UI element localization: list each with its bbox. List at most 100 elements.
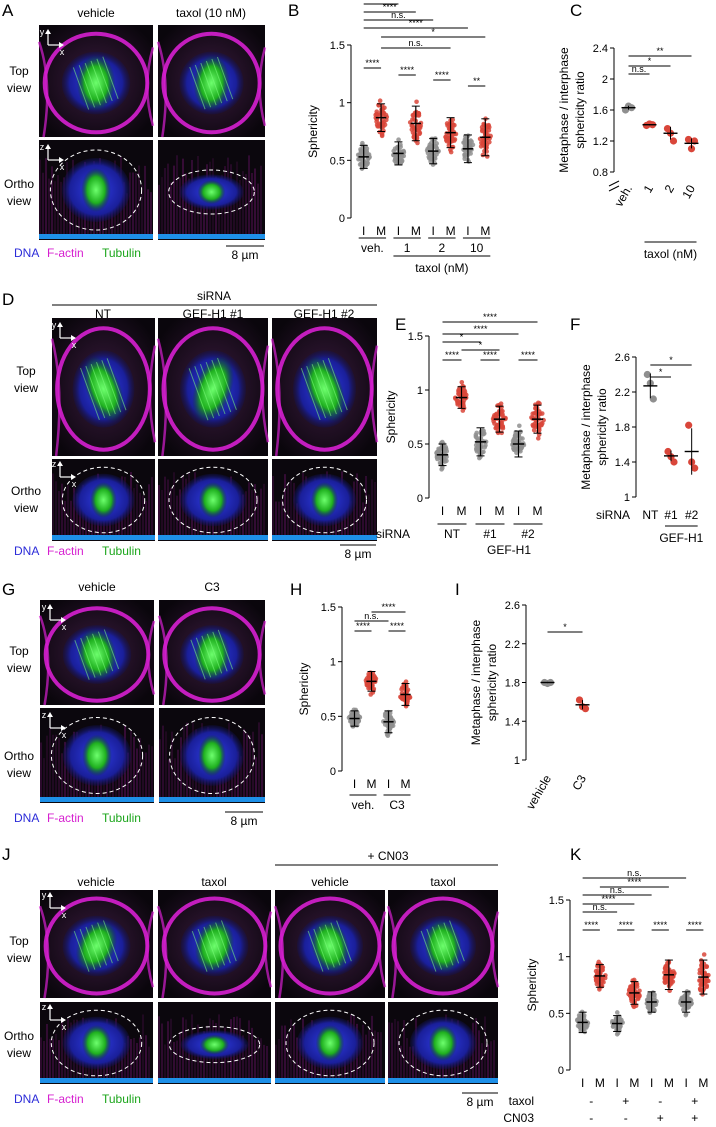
view-label-top: Top: [9, 644, 29, 658]
data-point-metaphase: [398, 694, 403, 700]
view-label-ortho: view: [7, 194, 31, 208]
data-point-interphase: [439, 445, 445, 450]
spindle-fibre: [217, 357, 237, 411]
col-label-GEF1: GEF-H1 #1: [183, 307, 244, 321]
significance-label: ****: [653, 920, 668, 930]
axis-label-x: x: [62, 622, 67, 632]
data-point-interphase: [686, 1004, 692, 1009]
significance-label: *: [431, 27, 435, 37]
tile-J-veh-ortho: [40, 1002, 153, 1084]
x-tick-label: M: [411, 224, 421, 238]
data-point-interphase: [401, 153, 407, 159]
data-point-interphase: [462, 137, 468, 142]
legend-tubulin: Tubulin: [102, 811, 141, 825]
taxol-condition: -: [589, 1094, 593, 1108]
group-label: 2: [439, 241, 446, 255]
axes-glyph: yx: [42, 890, 67, 920]
x-tick-label: I: [387, 777, 390, 791]
group-label: NT: [444, 527, 461, 541]
replicate-point: [691, 464, 699, 472]
spindle-fibre: [336, 920, 352, 962]
y-tick-label: 2.2: [615, 387, 630, 399]
x-tick-label: I: [353, 777, 356, 791]
substrate-bar: [39, 234, 153, 239]
replicate-point: [649, 395, 657, 403]
spindle-fibre: [311, 363, 332, 417]
significance-label: ****: [374, 0, 389, 4]
x-tick-label: M: [401, 777, 411, 791]
data-point-interphase: [518, 449, 523, 454]
neighbour-membrane: [386, 905, 500, 999]
panel-letter: K: [570, 845, 582, 864]
data-point-interphase: [364, 146, 370, 151]
neighbour-membrane: [270, 338, 379, 457]
data-point-metaphase: [627, 987, 632, 992]
data-point-interphase: [440, 439, 445, 445]
x-tick-label: I: [615, 1076, 618, 1090]
panel-letter: C: [570, 1, 582, 20]
spindle-fibre: [90, 363, 111, 417]
view-label-ortho: view: [7, 766, 31, 780]
legend-actin: F-actin: [47, 1092, 84, 1106]
view-label-ortho: Ortho: [4, 177, 34, 191]
significance-label: *: [479, 340, 483, 350]
panel-letter: H: [290, 580, 302, 599]
data-point-metaphase: [500, 408, 505, 414]
data-point-metaphase: [532, 421, 537, 427]
col-label-taxol: taxol: [430, 875, 455, 889]
spindle-fibre: [217, 629, 234, 670]
data-point-metaphase: [536, 400, 541, 406]
panel-letter: I: [455, 580, 460, 599]
neighbour-membrane: [38, 905, 155, 999]
taxol-condition: -: [658, 1094, 662, 1108]
significance-label: ****: [688, 920, 703, 930]
data-point-metaphase: [662, 965, 668, 971]
data-point-metaphase: [495, 403, 500, 408]
tile-J-cn-taxol-top: [386, 890, 500, 999]
spindle-fibre: [92, 633, 108, 674]
replicate-point: [684, 135, 693, 144]
replicate-point: [575, 696, 584, 704]
panel-letter: A: [2, 1, 14, 20]
spindle-fibre: [313, 928, 330, 970]
y-tick-label: 0.8: [593, 167, 608, 179]
data-point-metaphase: [537, 411, 543, 417]
tile-J-cn-veh-top: [273, 890, 387, 999]
axis-arrowheads: [47, 1004, 66, 1023]
y-axis-label: Sphericity: [525, 959, 539, 1012]
data-point-metaphase: [404, 696, 409, 701]
axis-arrowheads: [47, 712, 66, 731]
significance-label: ****: [435, 70, 450, 80]
tile-G-vehicle-ortho: [40, 708, 154, 803]
x-tick-label: vehicle: [523, 772, 554, 812]
view-label-top: Top: [9, 64, 29, 78]
significance-label: ****: [473, 324, 488, 334]
tubulin-spindle: [198, 734, 226, 777]
substrate-bar: [40, 797, 154, 802]
spindle-fibre: [188, 368, 209, 421]
x-tick-label: I: [479, 504, 482, 518]
data-point-metaphase: [407, 695, 413, 700]
spindle-fibre: [79, 928, 96, 970]
data-point-interphase: [393, 156, 398, 161]
axis-arrowheads: [47, 604, 66, 623]
col-label-vehicle: vehicle: [77, 6, 115, 20]
view-label-ortho: Ortho: [4, 1029, 34, 1043]
axis-label-z: z: [52, 459, 57, 469]
x-tick-label: M: [446, 224, 456, 238]
substrate-bar: [158, 1078, 271, 1083]
data-point-interphase: [439, 467, 444, 472]
tile-A-taxol-ortho: [158, 140, 265, 240]
tile-D-GEF1-ortho: [158, 459, 268, 541]
scale-bar-label: 8 µm: [232, 248, 259, 262]
data-point-interphase: [481, 431, 486, 436]
data-point-interphase: [517, 423, 522, 429]
data-point-interphase: [356, 156, 361, 162]
significance-label: n.s.: [409, 38, 424, 48]
tubulin-spindle: [77, 628, 117, 681]
col-label-GEF2: GEF-H1 #2: [294, 307, 355, 321]
